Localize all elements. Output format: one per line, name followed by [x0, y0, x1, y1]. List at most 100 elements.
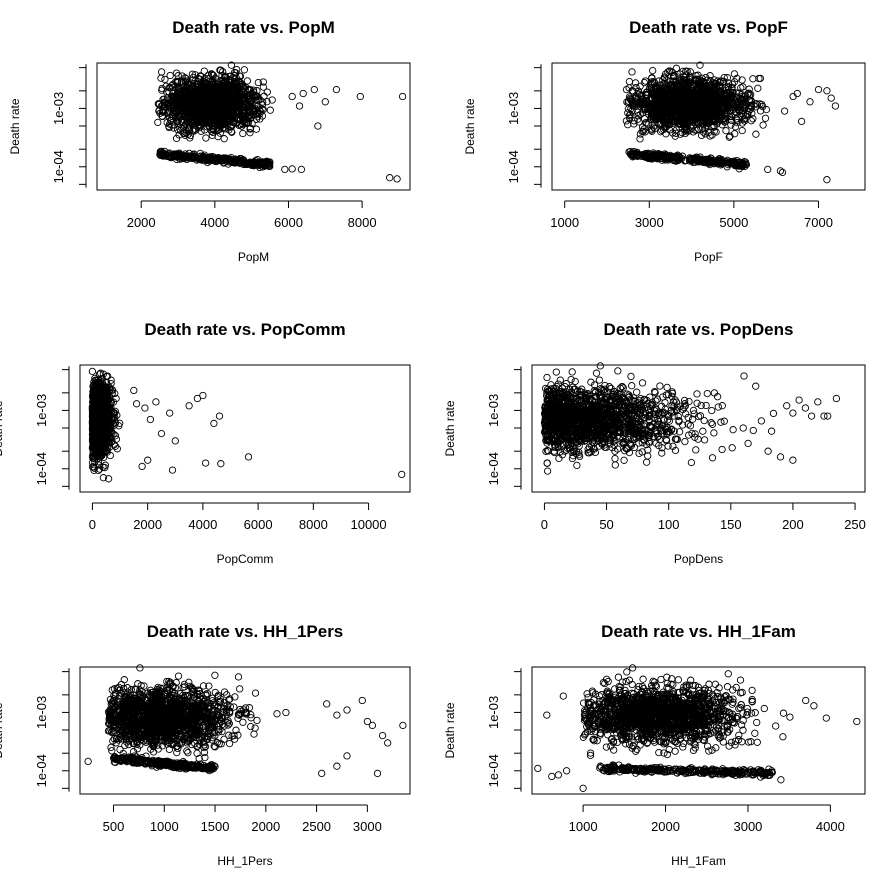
- data-points: [154, 61, 407, 183]
- scatter-point: [797, 117, 806, 126]
- scatter-point: [246, 129, 254, 137]
- y-tick-label: 1e-04: [506, 150, 521, 183]
- y-axis-label: Death rate: [463, 98, 477, 154]
- scatter-point: [806, 98, 814, 106]
- scatter-point: [625, 77, 634, 86]
- scatter-point: [398, 92, 407, 101]
- scatter-point: [738, 126, 746, 135]
- scatter-point: [356, 92, 364, 101]
- scatter-point: [764, 165, 772, 174]
- scatter-point: [260, 92, 268, 100]
- x-tick-label: 8000: [299, 517, 328, 532]
- scatter-point: [240, 66, 249, 74]
- x-tick-label: 2000: [133, 517, 162, 532]
- scatter-point: [831, 102, 840, 110]
- x-axis-label: PopM: [238, 250, 269, 264]
- scatter-point: [823, 176, 831, 184]
- y-tick-label: 1e-04: [51, 150, 66, 183]
- scatter-point: [189, 73, 197, 82]
- scatter-point: [252, 125, 261, 133]
- chart-title: Death rate vs. PopF: [629, 18, 788, 37]
- scatter-point: [254, 78, 262, 87]
- scatter-point: [263, 88, 271, 96]
- scatter-point: [386, 174, 394, 182]
- scatter-point: [266, 106, 274, 114]
- scatter-point: [220, 135, 228, 143]
- scatter-point: [722, 127, 730, 135]
- scatter-point: [823, 87, 831, 95]
- scatter-point: [299, 89, 307, 98]
- chart-title: Death rate vs. PopM: [172, 18, 335, 37]
- scatter-point: [259, 78, 267, 86]
- scatter-point: [759, 121, 767, 129]
- data-points: [88, 367, 406, 483]
- scatter-point: [218, 71, 226, 80]
- scatter-point: [628, 68, 636, 76]
- scatter-point: [288, 165, 296, 173]
- scatter-point: [188, 70, 197, 78]
- scatter-point: [393, 175, 401, 183]
- scatter-point: [202, 134, 210, 142]
- scatter-point: [827, 94, 835, 102]
- scatter-point: [175, 106, 183, 114]
- x-tick-label: 8000: [348, 215, 377, 230]
- x-tick-label: 3000: [635, 215, 664, 230]
- scatter-point: [259, 98, 267, 106]
- y-axis-label: Death rate: [0, 400, 5, 456]
- x-axis-label: PopComm: [217, 552, 274, 566]
- scatter-point: [761, 114, 770, 122]
- scatter-panel-1: Death rate vs. PopM PopM Death rate 2000 400…: [8, 18, 411, 264]
- scatter-panel-3: Death rate vs. PopComm PopComm Death rate 0…: [0, 320, 411, 566]
- scatter-point: [162, 82, 170, 90]
- y-axis-label: Death rate: [8, 98, 22, 154]
- scatter-point: [281, 165, 289, 174]
- scatter-point: [268, 96, 276, 104]
- scatter-point: [157, 68, 166, 76]
- scatter-point: [631, 79, 640, 87]
- chart-title: Death rate vs. PopComm: [144, 320, 345, 339]
- scatter-point: [636, 135, 644, 143]
- y-tick-label: 1e-03: [51, 92, 66, 125]
- scatter-point: [310, 85, 318, 94]
- x-tick-label: 0: [89, 517, 96, 532]
- scatter-point: [672, 64, 681, 72]
- y-tick-label: 1e-04: [34, 452, 49, 485]
- scatter-point: [778, 168, 787, 177]
- scatter-point: [624, 121, 632, 129]
- scatter-point: [188, 127, 197, 135]
- x-axis-label: PopF: [694, 250, 723, 264]
- x-tick-label: 10000: [350, 517, 386, 532]
- y-tick-label: 1e-03: [506, 92, 521, 125]
- scatter-point: [321, 98, 329, 106]
- data-points: [622, 61, 840, 184]
- scatter-point: [166, 71, 174, 80]
- x-tick-label: 6000: [244, 517, 273, 532]
- plot-frame: [79, 364, 411, 493]
- scatter-point: [776, 167, 785, 175]
- scatter-point: [780, 107, 789, 115]
- y-tick-label: 1e-03: [34, 394, 49, 427]
- scatter-point: [749, 75, 757, 83]
- x-tick-label: 4000: [188, 517, 217, 532]
- scatter-point: [157, 74, 165, 82]
- x-tick-label: 2000: [127, 215, 156, 230]
- scatter-point: [752, 130, 760, 138]
- scatter-point: [297, 165, 306, 174]
- scatter-point: [288, 92, 296, 101]
- scatter-point: [184, 130, 192, 138]
- plot-frame: [96, 62, 411, 191]
- scatter-point: [161, 75, 169, 84]
- x-tick-label: 1000: [550, 215, 579, 230]
- scatter-point: [649, 66, 657, 75]
- scatter-panel-2: Death rate vs. PopF PopF Death rate 1000 300…: [463, 18, 866, 264]
- x-tick-label: 5000: [719, 215, 748, 230]
- x-tick-label: 4000: [200, 215, 229, 230]
- scatter-point: [200, 67, 208, 75]
- scatter-point: [332, 85, 341, 94]
- scatter-point: [239, 129, 247, 138]
- scatter-point: [747, 117, 755, 125]
- scatter-point: [814, 85, 823, 94]
- x-tick-label: 7000: [804, 215, 833, 230]
- scatter-point: [258, 100, 267, 109]
